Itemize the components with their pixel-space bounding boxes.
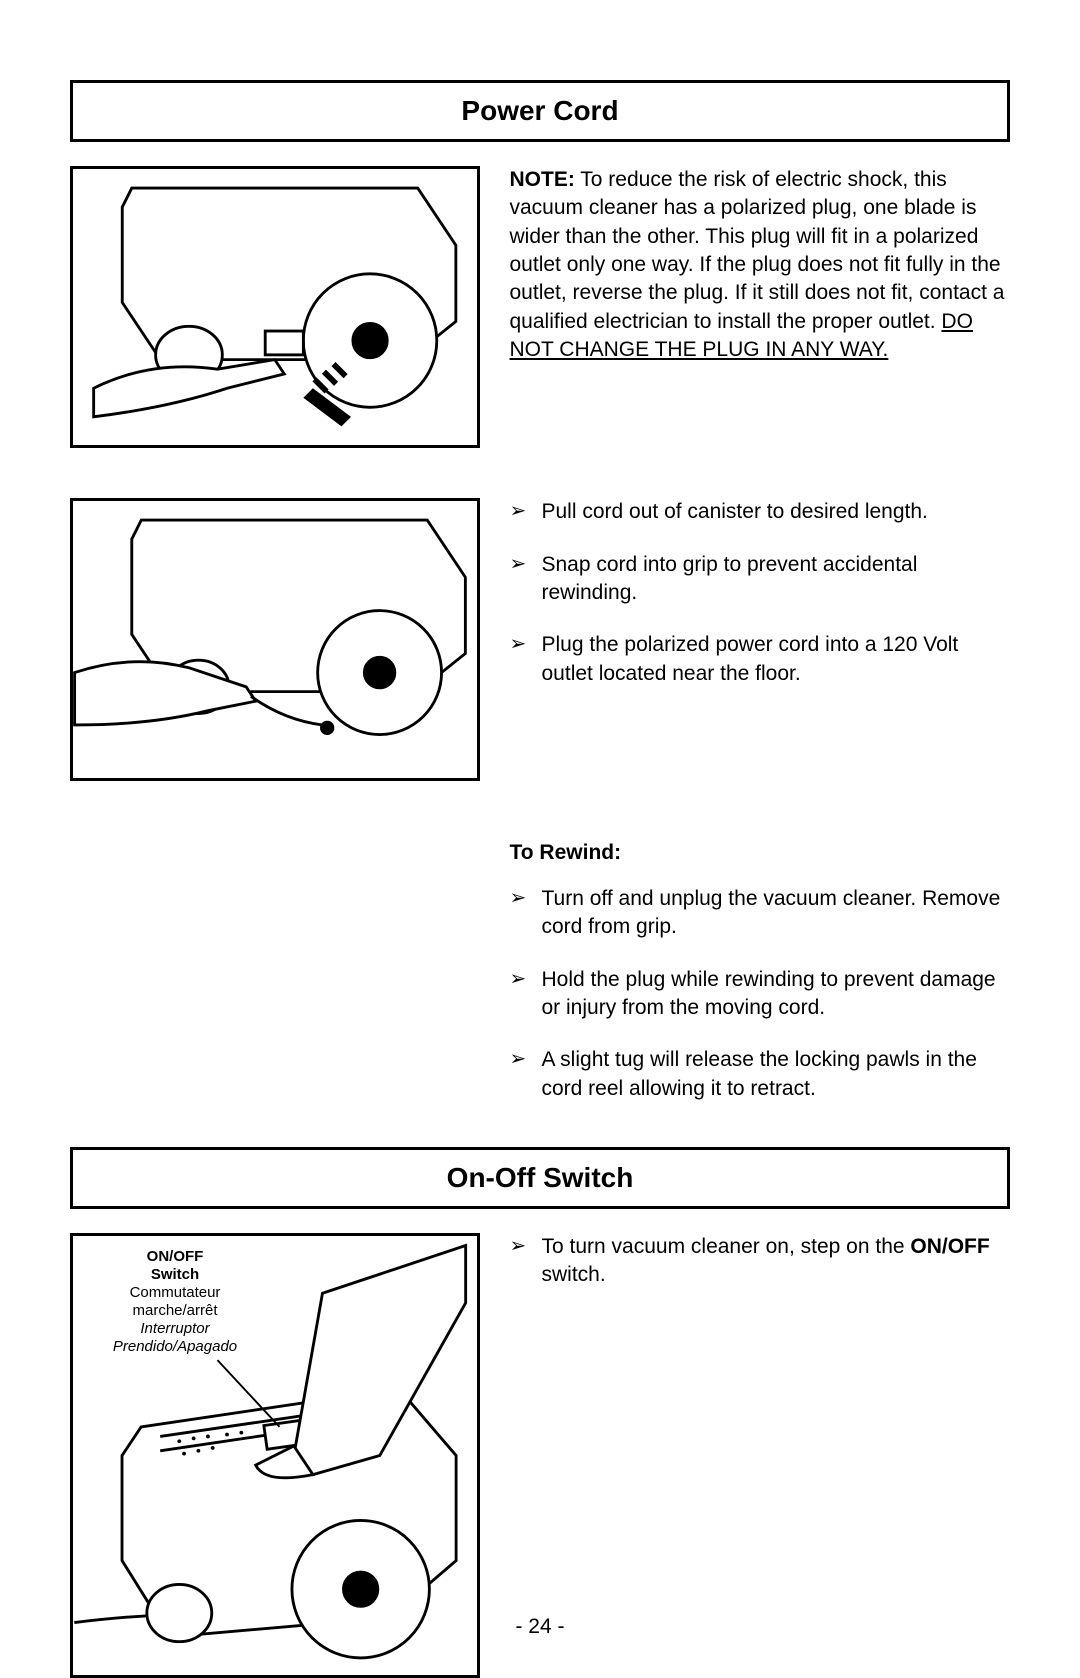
bullet-list-onoff: To turn vacuum cleaner on, step on the O… — [510, 1233, 1011, 1290]
illustration-snap-cord — [70, 498, 480, 780]
switch-label-line: ON/OFF — [85, 1248, 265, 1266]
switch-label-line: marche/arrêt — [85, 1302, 265, 1320]
onoff-row: ON/OFF Switch Commutateur marche/arrêt I… — [70, 1233, 1010, 1678]
list-item: Hold the plug while rewinding to prevent… — [510, 966, 1011, 1023]
switch-label-line: Interruptor — [85, 1320, 265, 1338]
section-header-power-cord: Power Cord — [70, 80, 1010, 142]
switch-label-line: Switch — [85, 1266, 265, 1284]
list-item: A slight tug will release the locking pa… — [510, 1046, 1011, 1103]
section-header-onoff: On-Off Switch — [70, 1147, 1010, 1209]
switch-label-line: Prendido/Apagado — [85, 1338, 265, 1356]
list-item: Turn off and unplug the vacuum cleaner. … — [510, 885, 1011, 942]
onoff-bullet-bold: ON/OFF — [910, 1235, 989, 1258]
power-cord-row2: Pull cord out of canister to desired len… — [70, 498, 1010, 810]
list-item: Pull cord out of canister to desired len… — [510, 498, 1011, 526]
list-item: Snap cord into grip to prevent accidenta… — [510, 551, 1011, 608]
switch-label-line: Commutateur — [85, 1284, 265, 1302]
list-item: To turn vacuum cleaner on, step on the O… — [510, 1233, 1011, 1290]
illustration-pull-cord — [70, 166, 480, 448]
power-cord-row3: To Rewind: Turn off and unplug the vacuu… — [70, 831, 1010, 1127]
list-item: Plug the polarized power cord into a 120… — [510, 631, 1011, 688]
rewind-heading: To Rewind: — [510, 841, 1011, 865]
power-cord-row1: NOTE: To reduce the risk of electric sho… — [70, 166, 1010, 478]
bullet-list-b: Turn off and unplug the vacuum cleaner. … — [510, 885, 1011, 1103]
switch-label-block: ON/OFF Switch Commutateur marche/arrêt I… — [85, 1248, 265, 1356]
note-label: NOTE: — [510, 168, 575, 191]
bullet-list-a: Pull cord out of canister to desired len… — [510, 498, 1011, 688]
page-number: - 24 - — [0, 1615, 1080, 1639]
illustration-onoff-switch: ON/OFF Switch Commutateur marche/arrêt I… — [70, 1233, 480, 1678]
onoff-bullet-prefix: To turn vacuum cleaner on, step on the — [542, 1235, 911, 1258]
note-body: To reduce the risk of electric shock, th… — [510, 168, 1005, 333]
onoff-bullet-suffix: switch. — [542, 1263, 606, 1286]
note-paragraph: NOTE: To reduce the risk of electric sho… — [510, 166, 1011, 364]
